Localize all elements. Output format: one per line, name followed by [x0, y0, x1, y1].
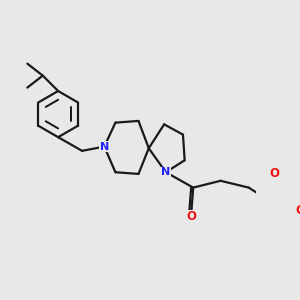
Text: O: O — [269, 167, 279, 180]
Text: O: O — [295, 204, 300, 217]
Text: O: O — [187, 210, 196, 223]
Text: N: N — [161, 167, 170, 177]
Text: N: N — [100, 142, 109, 152]
